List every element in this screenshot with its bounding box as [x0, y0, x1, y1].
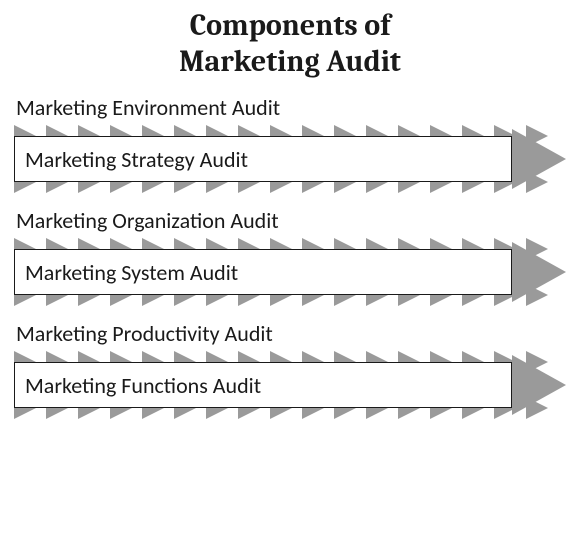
section: Marketing Organization Audit Marketing Sy… — [14, 207, 566, 302]
title-line-1: Components of — [0, 8, 580, 44]
sections-container: Marketing Environment Audit Marketing Str… — [0, 94, 580, 415]
arrow-row: Marketing Functions Audit — [14, 355, 566, 415]
arrow-head-icon — [512, 355, 566, 415]
title-line-2: Marketing Audit — [0, 44, 580, 80]
arrow-box: Marketing System Audit — [14, 249, 512, 295]
arrow-row: Marketing System Audit — [14, 242, 566, 302]
section-label: Marketing Productivity Audit — [16, 320, 566, 347]
arrow-box: Marketing Functions Audit — [14, 362, 512, 408]
section: Marketing Productivity Audit Marketing Fu… — [14, 320, 566, 415]
section-label: Marketing Environment Audit — [16, 94, 566, 121]
arrow-box-label: Marketing Functions Audit — [25, 372, 261, 399]
arrow-head-icon — [512, 129, 566, 189]
diagram-title: Components of Marketing Audit — [0, 0, 580, 94]
section-label: Marketing Organization Audit — [16, 207, 566, 234]
arrow-head-icon — [512, 242, 566, 302]
arrow-box-label: Marketing Strategy Audit — [25, 146, 248, 173]
arrow-row: Marketing Strategy Audit — [14, 129, 566, 189]
arrow-box-label: Marketing System Audit — [25, 259, 238, 286]
arrow-box: Marketing Strategy Audit — [14, 136, 512, 182]
section: Marketing Environment Audit Marketing Str… — [14, 94, 566, 189]
